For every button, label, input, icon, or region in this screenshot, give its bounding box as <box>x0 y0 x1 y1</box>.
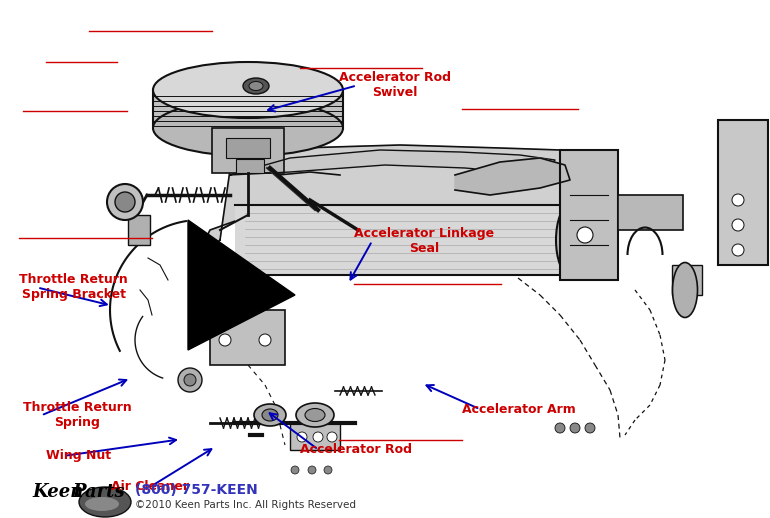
Text: Air Cleaner: Air Cleaner <box>111 480 189 494</box>
Bar <box>128 215 150 245</box>
Text: Keen: Keen <box>32 483 83 501</box>
Circle shape <box>178 368 202 392</box>
Circle shape <box>570 423 580 433</box>
Text: Accelerator Rod
Swivel: Accelerator Rod Swivel <box>339 71 450 99</box>
Circle shape <box>313 432 323 442</box>
Ellipse shape <box>254 404 286 426</box>
Bar <box>153 90 343 128</box>
Text: Throttle Return
Spring Bracket: Throttle Return Spring Bracket <box>19 274 128 301</box>
Text: Accelerator Arm: Accelerator Arm <box>462 402 576 416</box>
Bar <box>212 128 284 173</box>
Text: Accelerator Linkage
Seal: Accelerator Linkage Seal <box>354 227 494 255</box>
Text: Parts: Parts <box>72 483 125 501</box>
Bar <box>235 205 570 275</box>
Circle shape <box>585 423 595 433</box>
Bar <box>718 120 768 265</box>
Polygon shape <box>205 145 610 245</box>
Circle shape <box>732 219 744 231</box>
Circle shape <box>308 466 316 474</box>
Circle shape <box>297 432 307 442</box>
Circle shape <box>327 432 337 442</box>
Circle shape <box>732 194 744 206</box>
Ellipse shape <box>249 81 263 91</box>
Circle shape <box>219 334 231 346</box>
Circle shape <box>184 374 196 386</box>
Polygon shape <box>230 150 555 175</box>
Ellipse shape <box>243 78 269 94</box>
Circle shape <box>732 244 744 256</box>
Polygon shape <box>188 220 295 350</box>
Text: Throttle Return
Spring: Throttle Return Spring <box>23 401 132 429</box>
Circle shape <box>115 192 135 212</box>
Circle shape <box>555 423 565 433</box>
Text: (800) 757-KEEN: (800) 757-KEEN <box>135 483 258 497</box>
Bar <box>560 150 618 280</box>
Text: ©2010 Keen Parts Inc. All Rights Reserved: ©2010 Keen Parts Inc. All Rights Reserve… <box>135 500 356 510</box>
Bar <box>672 265 702 295</box>
Ellipse shape <box>296 403 334 427</box>
Ellipse shape <box>79 487 131 517</box>
Ellipse shape <box>85 497 119 511</box>
Bar <box>210 310 285 365</box>
Circle shape <box>291 466 299 474</box>
Ellipse shape <box>672 263 698 318</box>
Ellipse shape <box>556 205 584 275</box>
Bar <box>618 195 683 230</box>
Ellipse shape <box>153 100 343 156</box>
Bar <box>236 159 264 173</box>
Circle shape <box>577 227 593 243</box>
Bar <box>290 422 340 450</box>
Text: Accelerator Rod: Accelerator Rod <box>300 443 412 456</box>
Text: Wing Nut: Wing Nut <box>46 449 112 463</box>
Bar <box>226 138 270 158</box>
Ellipse shape <box>153 62 343 118</box>
Circle shape <box>324 466 332 474</box>
Ellipse shape <box>305 409 325 422</box>
Ellipse shape <box>262 409 278 421</box>
Circle shape <box>259 334 271 346</box>
Polygon shape <box>455 158 570 195</box>
Circle shape <box>107 184 143 220</box>
